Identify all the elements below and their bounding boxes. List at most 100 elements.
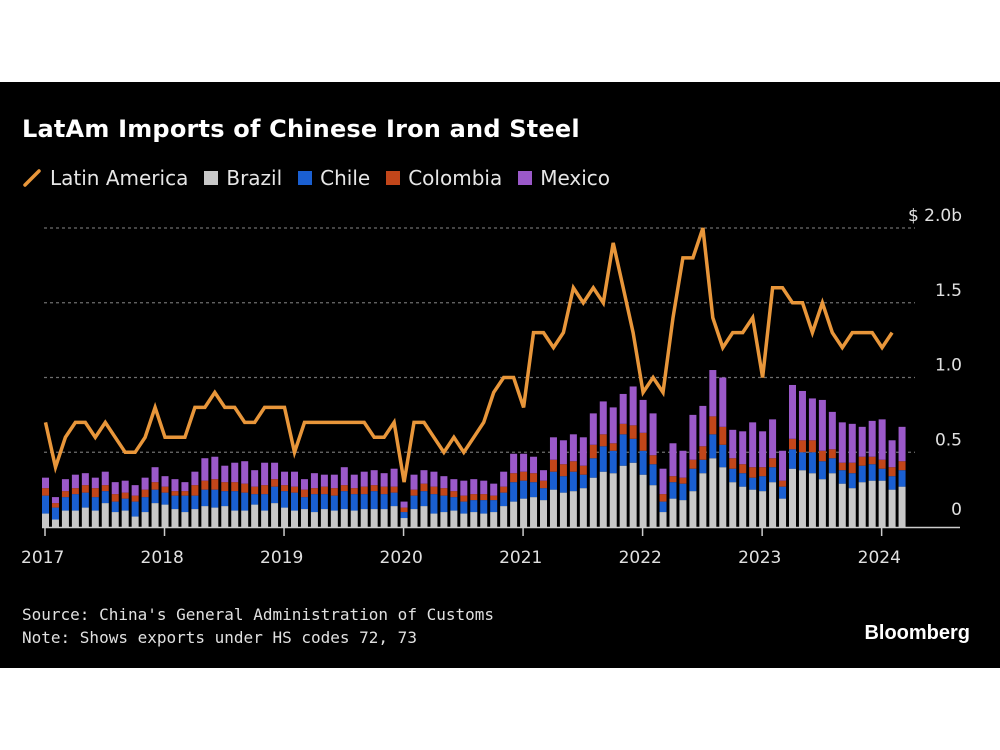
bar-segment-chile <box>470 500 478 513</box>
bar-segment-brazil <box>729 482 737 527</box>
bar-segment-colombia <box>51 503 59 508</box>
bar-segment-colombia <box>460 495 468 502</box>
bar-segment-brazil <box>101 503 109 527</box>
bar-segment-brazil <box>639 474 647 527</box>
bar-segment-mexico <box>609 407 617 444</box>
bar-segment-chile <box>699 459 707 474</box>
bar-segment-mexico <box>51 497 59 504</box>
bar-segment-brazil <box>91 510 99 527</box>
bar-segment-brazil <box>400 518 408 527</box>
bar-segment-colombia <box>888 467 896 477</box>
bar-segment-chile <box>480 500 488 514</box>
bar-segment-mexico <box>719 377 727 427</box>
bar-segment-brazil <box>360 509 368 527</box>
bar-segment-chile <box>679 483 687 501</box>
bar-segment-colombia <box>639 432 647 451</box>
bar-segment-brazil <box>719 467 727 527</box>
bar-segment-brazil <box>111 512 119 527</box>
bar-segment-mexico <box>510 453 518 474</box>
bar-segment-mexico <box>490 483 498 496</box>
bar-segment-mexico <box>61 479 69 492</box>
bar-segment-brazil <box>171 509 179 527</box>
bar-segment-colombia <box>410 489 418 496</box>
bar-segment-colombia <box>131 495 139 502</box>
bar-segment-colombia <box>480 494 488 501</box>
bar-segment-brazil <box>828 473 836 527</box>
bar-segment-brazil <box>350 510 358 527</box>
legend-line-icon <box>23 169 41 187</box>
bar-segment-chile <box>579 474 587 489</box>
bar-segment-mexico <box>161 476 169 487</box>
bar-segment-colombia <box>261 485 269 495</box>
bar-segment-brazil <box>141 512 149 527</box>
bar-segment-colombia <box>201 480 209 490</box>
bar-segment-brazil <box>221 506 229 527</box>
bar-segment-mexico <box>769 419 777 459</box>
bar-segment-mexico <box>81 473 89 486</box>
bar-segment-colombia <box>659 494 667 502</box>
bar-segment-chile <box>709 434 717 459</box>
bar-segment-brazil <box>251 504 259 527</box>
bar-segment-colombia <box>868 456 876 465</box>
bar-segment-colombia <box>719 426 727 445</box>
bar-segment-brazil <box>440 512 448 527</box>
bar-segment-colombia <box>221 482 229 492</box>
bar-segment-chile <box>440 495 448 513</box>
bar-segment-brazil <box>858 482 866 527</box>
bar-segment-chile <box>291 492 298 511</box>
bar-segment-brazil <box>609 473 617 527</box>
bar-segment-chile <box>251 494 259 505</box>
bar-segment-chile <box>609 450 617 474</box>
bar-segment-colombia <box>231 482 239 492</box>
bar-segment-chile <box>649 464 657 486</box>
bar-segment-brazil <box>460 513 468 527</box>
bar-segment-chile <box>749 477 757 490</box>
bar-segment-brazil <box>281 507 289 527</box>
bar-segment-brazil <box>151 503 159 527</box>
bar-segment-colombia <box>609 443 617 451</box>
bar-segment-chile <box>549 471 557 490</box>
bar-segment-mexico <box>91 477 99 489</box>
bar-segment-colombia <box>510 473 518 483</box>
bar-segment-colombia <box>649 455 657 465</box>
bar-segment-chile <box>261 494 269 511</box>
bar-segment-brazil <box>320 509 328 527</box>
bar-segment-colombia <box>101 485 109 492</box>
bar-segment-mexico <box>111 482 119 495</box>
source-notes: Source: China's General Administration o… <box>22 603 494 649</box>
bar-segment-colombia <box>689 459 697 469</box>
bar-segment-mexico <box>838 422 846 463</box>
x-tick-label: 2018 <box>141 548 184 568</box>
bar-segment-chile <box>330 495 338 511</box>
x-tick-label: 2017 <box>21 548 64 568</box>
bar-segment-colombia <box>779 480 787 487</box>
x-axis <box>42 526 960 536</box>
bar-segment-mexico <box>151 467 159 483</box>
bar-segment-chile <box>350 494 358 511</box>
bar-segment-colombia <box>579 465 587 475</box>
x-tick-label: 2024 <box>858 548 901 568</box>
bar-segment-colombia <box>878 459 886 469</box>
bar-segment-colombia <box>191 485 199 496</box>
bar-segment-brazil <box>599 471 607 527</box>
bar-segment-chile <box>828 458 836 474</box>
bar-segment-brazil <box>649 485 657 527</box>
bar-segment-mexico <box>808 398 816 441</box>
x-tick-label: 2023 <box>738 548 781 568</box>
bar-segment-brazil <box>779 498 787 527</box>
bar-segment-mexico <box>360 471 368 487</box>
bar-segment-brazil <box>390 506 398 527</box>
bar-segment-brazil <box>121 510 129 527</box>
bar-segment-mexico <box>709 370 717 417</box>
y-axis-labels: 0 0.5 1.0 1.5 $ 2.0b <box>908 206 962 520</box>
bar-segment-chile <box>639 450 647 475</box>
bar-segment-chile <box>460 501 468 514</box>
y-tick-label: 0 <box>951 500 962 520</box>
bar-segment-colombia <box>340 485 348 492</box>
bar-segment-mexico <box>569 434 577 462</box>
bar-segment-brazil <box>818 479 826 527</box>
bar-segment-chile <box>739 473 747 487</box>
bar-segment-chile <box>868 464 876 481</box>
bar-segment-chile <box>360 494 368 510</box>
legend-swatch-icon <box>386 171 401 185</box>
